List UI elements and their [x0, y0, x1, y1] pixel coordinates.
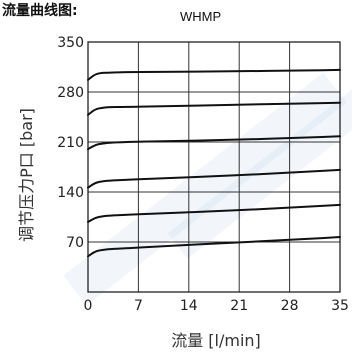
- x-tick-label: 7: [134, 298, 143, 314]
- series-lines: [87, 68, 341, 258]
- chart-subtitle: WHMP: [180, 9, 222, 24]
- y-axis-title: 调节压力P口 [bar]: [17, 108, 36, 242]
- grid: [88, 42, 340, 292]
- series-line-3: [87, 168, 341, 189]
- y-tick-label: 210: [57, 135, 84, 151]
- series-line-5: [87, 101, 341, 116]
- x-tick-label: 28: [281, 298, 299, 314]
- y-tick-label: 280: [57, 85, 84, 101]
- axes: [87, 41, 341, 293]
- figure-title: 流量曲线图:: [2, 3, 78, 19]
- x-tick-label: 14: [180, 298, 198, 314]
- x-axis-title: 流量 [l/min]: [171, 331, 261, 350]
- series-line-1: [87, 236, 341, 258]
- y-tick-label: 350: [57, 35, 84, 51]
- x-tick-label: 21: [230, 298, 248, 314]
- series-line-6: [87, 68, 341, 81]
- x-tick-label: 0: [84, 298, 93, 314]
- x-tick-label: 35: [331, 298, 349, 314]
- tick-labels: 0 7 14 21 28 35 70 140 210 280 350: [57, 35, 349, 314]
- y-tick-label: 70: [66, 235, 84, 251]
- series-line-4: [87, 135, 341, 151]
- y-tick-label: 140: [57, 185, 84, 201]
- series-line-2: [87, 203, 341, 223]
- plot-frame: [87, 41, 341, 293]
